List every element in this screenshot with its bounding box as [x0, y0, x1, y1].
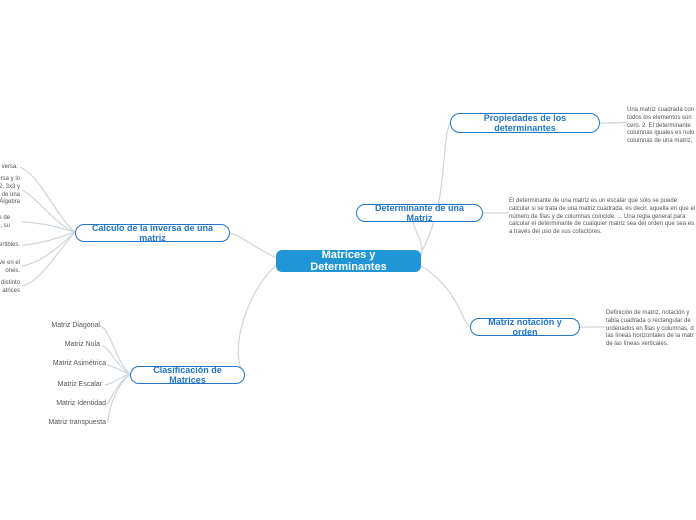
leaf-identidad: Matriz Identidad [20, 400, 106, 409]
note-propiedades: Una matriz cuadrada con todos los elemen… [627, 107, 696, 146]
note-inv2: inversa y lo n (2x2, 3x3 y nversa de una… [0, 176, 20, 207]
central-node[interactable]: Matrices y Determinantes [276, 250, 421, 272]
leaf-nula: Matriz Nula [20, 341, 100, 350]
branch-inversa[interactable]: Calculo de la inversa de una matriz [75, 224, 230, 242]
note-determinante: El determinante de una matriz es un esca… [509, 198, 696, 237]
note-inv3: e de l, su [0, 215, 10, 231]
branch-propiedades[interactable]: Propiedades de los determinantes [450, 113, 600, 133]
leaf-asimetrica: Matriz Asimétrica [20, 360, 106, 369]
branch-determinante[interactable]: Determinante de una Matriz [356, 204, 483, 222]
leaf-diagonal: Matriz Diagonal [20, 322, 100, 331]
branch-notacion[interactable]: Matriz notación y orden [470, 318, 580, 336]
note-notacion: Definición de matriz, notación y tabla c… [606, 310, 696, 349]
note-inv6: distinto atrices [0, 280, 20, 296]
note-inv1: versa: [0, 164, 18, 172]
branch-clasificacion[interactable]: Clasificación de Matrices [130, 366, 245, 384]
leaf-escalar: Matriz Escalar [20, 381, 102, 390]
leaf-transpuesta: Matriz transpuesta [20, 419, 106, 428]
note-inv5: clave en el ones. [0, 260, 20, 276]
note-inv4: s o invertibles. [0, 242, 20, 250]
